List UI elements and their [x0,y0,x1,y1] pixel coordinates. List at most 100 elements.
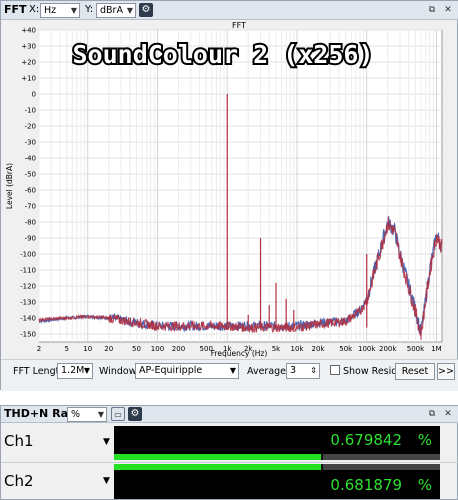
y-axis-label: Level (dBrA) [5,163,14,209]
x-tick-label: 5k [272,345,281,353]
chevron-down-icon: ▼ [126,6,133,15]
y-tick-label: -30 [25,139,36,147]
x-label: X: [29,4,40,15]
averages-label: Averages: [247,366,295,377]
more-button[interactable]: >> [437,363,455,380]
y-tick-label: +20 [21,59,36,67]
thd-panel: THD+N Ratio % ▼ ▭ ⚙ ⧉ ✕ Ch1 ▼ 0.679842 % … [0,405,458,500]
y-tick-label: -90 [25,235,36,243]
y-tick-label: -140 [20,315,36,323]
fft-title: FFT [4,3,27,16]
series-layer [38,94,443,340]
y-tick-label: -80 [25,219,36,227]
x-tick-label: 50k [339,345,353,353]
chevron-down-icon: ▼ [97,410,104,419]
x-unit-select[interactable]: Hz ▼ [40,3,80,18]
show-residual-checkbox[interactable] [330,365,340,375]
chevron-down-icon[interactable]: ▼ [103,476,110,486]
fft-length-label: FFT Length: [13,366,69,377]
x-tick-label: 2 [37,345,41,353]
gear-icon[interactable]: ⚙ [128,407,142,421]
y-tick-label: -40 [25,155,36,163]
grid [38,29,442,342]
y-tick-label: -20 [25,123,36,131]
y-tick-label: +10 [21,75,36,83]
y-label: Y: [85,4,94,15]
meter-icon[interactable]: ▭ [111,407,125,421]
ch2-level-fill [114,464,323,470]
thd-unit-select[interactable]: % ▼ [67,407,107,422]
ch2-level-bar [114,464,440,470]
series-line-ch2 [38,216,443,340]
y-tick-label: -50 [25,171,36,179]
restore-icon[interactable]: ⧉ [428,5,436,15]
y-tick-label: -60 [25,187,36,195]
spin-icon[interactable]: ⇕ [310,366,317,375]
ch2-meter: 0.681879 % [114,470,440,499]
ch1-peak-mark [320,454,323,460]
x-tick-label: 20 [104,345,113,353]
x-tick-label: 200k [379,345,397,353]
y-tick-label: -120 [20,283,36,291]
graph-title: FFT [232,21,246,30]
x-tick-label: 1k [223,345,232,353]
ticks: +40 +30 +20 +10 0 -10 -20 -30 -40 -50 -60 -70 -80 -90… [20,27,442,354]
ch2-value: 0.681879 [330,476,402,494]
y-tick-label: -110 [20,267,36,275]
thd-title: THD+N Ratio [4,407,85,420]
overlay-title: SoundColour 2 (x256) [72,40,373,69]
ch1-value: 0.679842 [330,431,402,449]
x-tick-label: 10 [83,345,92,353]
y-tick-label: 0 [32,91,36,99]
window-select[interactable]: AP-Equiripple ▼ [135,363,239,379]
restore-icon[interactable]: ⧉ [428,409,436,419]
ch2-peak-mark [320,464,323,470]
chevron-down-icon: ▼ [229,366,236,375]
y-tick-label: -150 [20,331,36,339]
averages-stepper[interactable]: 3 ⇕ [286,363,320,379]
ch1-level-fill [114,454,323,460]
fft-toolbar: FFT X: Hz ▼ Y: dBrA ▼ ⚙ ⧉ ✕ [1,1,458,20]
ch2-label: Ch2 [4,472,34,490]
y-tick-label: -70 [25,203,36,211]
fft-panel: FFT X: Hz ▼ Y: dBrA ▼ ⚙ ⧉ ✕ +40 +30 +20 +10 0 -… [0,0,458,391]
x-tick-label: 50 [132,345,141,353]
x-tick-label: 500k [407,345,425,353]
ch2-unit: % [417,476,432,494]
fft-bottom-bar: FFT Length: 1.2M ▼ Window: AP-Equiripple ▼… [1,359,458,391]
x-tick-label: 200 [172,345,185,353]
x-tick-label: 5 [65,345,69,353]
x-tick-label: 10k [291,345,305,353]
gear-icon[interactable]: ⚙ [139,3,153,17]
ch1-level-bar [114,454,440,460]
x-tick-label: 2k [244,345,253,353]
x-tick-label: 100k [358,345,376,353]
y-tick-label: +40 [21,27,36,35]
y-tick-label: -10 [25,107,36,115]
x-tick-label: 1M [431,345,442,353]
x-axis-label: Frequency (Hz) [211,349,268,358]
fft-chart: +40 +30 +20 +10 0 -10 -20 -30 -40 -50 -60 -70 -80 -90… [5,21,443,358]
reset-button[interactable]: Reset [395,363,435,380]
ch1-unit: % [417,431,432,449]
x-tick-label: 100 [151,345,164,353]
window-label: Window: [99,366,140,377]
ch1-meter: 0.679842 % [114,426,440,454]
close-icon[interactable]: ✕ [444,5,452,15]
plot-area [38,29,443,343]
thd-toolbar: THD+N Ratio % ▼ ▭ ⚙ ⧉ ✕ [1,406,458,423]
fft-length-select[interactable]: 1.2M ▼ [57,363,93,379]
chevron-down-icon: ▼ [70,6,77,15]
close-icon[interactable]: ✕ [444,409,452,419]
y-tick-label: -100 [20,251,36,259]
y-tick-label: +30 [21,43,36,51]
chevron-down-icon[interactable]: ▼ [103,437,110,447]
y-unit-select[interactable]: dBrA ▼ [96,3,136,18]
show-residual-label: Show Residual [343,366,412,377]
ch1-label: Ch1 [4,432,34,450]
y-tick-label: -130 [20,299,36,307]
x-tick-label: 500 [200,345,213,353]
x-tick-label: 20k [311,345,325,353]
channel-divider [1,462,458,463]
chevron-down-icon: ▼ [83,366,90,375]
